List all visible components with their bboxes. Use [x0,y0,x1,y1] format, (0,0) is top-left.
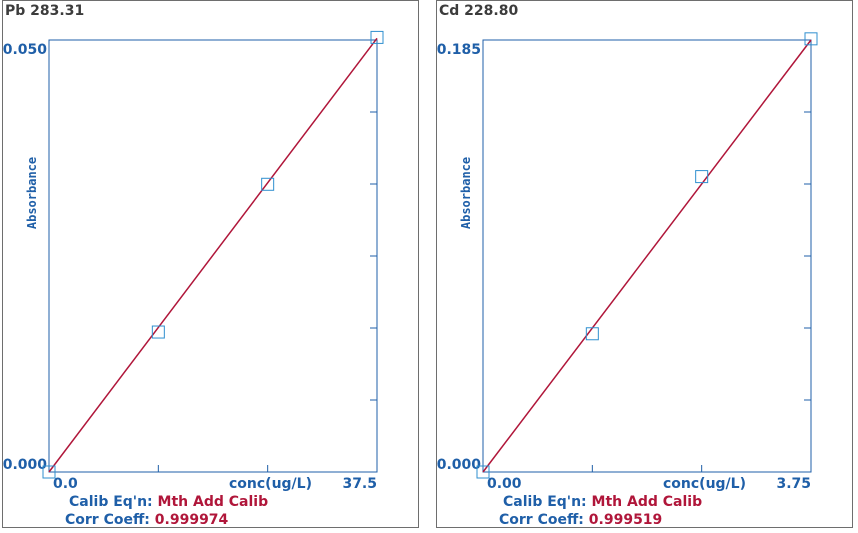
fit-line [482,39,812,473]
chart-title: Cd 228.80 [439,3,519,19]
x-tick-label: 0.00 [487,476,522,491]
calib-eqn-line: Calib Eq'n: Mth Add Calib [503,494,702,510]
data-point [585,327,599,341]
y-tick-label: 0.000 [437,457,481,473]
x-tick-label: 0.0 [53,476,78,491]
calib-eqn-label: Calib Eq'n: [69,494,153,510]
corr-coeff-label: Corr Coeff: [499,512,584,528]
cd-calibration-chart: 0.185 0.000 0.00 3.75 conc(ug/L) Absorbance [437,32,818,491]
y-tick-label: 0.050 [3,42,47,58]
data-point [695,170,709,184]
x-tick-label: 37.5 [342,476,377,491]
corr-coeff-label: Corr Coeff: [65,512,150,528]
calib-eqn-value: Mth Add Calib [157,494,269,510]
corr-coeff-value: 0.999974 [154,512,229,528]
corr-coeff-value: 0.999519 [588,512,663,528]
calib-eqn-line: Calib Eq'n: Mth Add Calib [69,494,268,510]
x-axis-label: conc(ug/L) [229,476,312,491]
x-tick-label: 3.75 [776,476,811,491]
y-tick-label: 0.185 [437,42,481,58]
y-tick-label: 0.000 [3,457,47,473]
data-point [151,325,165,339]
y-axis-label: Absorbance [459,157,473,229]
x-axis-label: conc(ug/L) [663,476,746,491]
chart-title: Pb 283.31 [5,3,85,19]
calib-eqn-value: Mth Add Calib [591,494,703,510]
pb-calibration-chart: 0.050 0.000 0.0 37.5 conc(ug/L) Absorbance [3,30,384,491]
data-point [370,30,384,44]
data-point [42,465,56,479]
pb-chart-panel: Pb 283.31 0.050 0.000 0.0 37.5 conc(ug/L) Abs… [2,0,419,528]
data-point [261,177,275,191]
data-point [476,465,490,479]
corr-coeff-line: Corr Coeff: 0.999519 [499,512,662,528]
calib-eqn-label: Calib Eq'n: [503,494,587,510]
y-axis-label: Absorbance [25,157,39,229]
corr-coeff-line: Corr Coeff: 0.999974 [65,512,228,528]
cd-chart-panel: Cd 228.80 0.185 0.000 0.00 3.75 conc(ug/L) Ab… [436,0,853,528]
data-point [804,32,818,46]
fit-line [48,37,378,473]
